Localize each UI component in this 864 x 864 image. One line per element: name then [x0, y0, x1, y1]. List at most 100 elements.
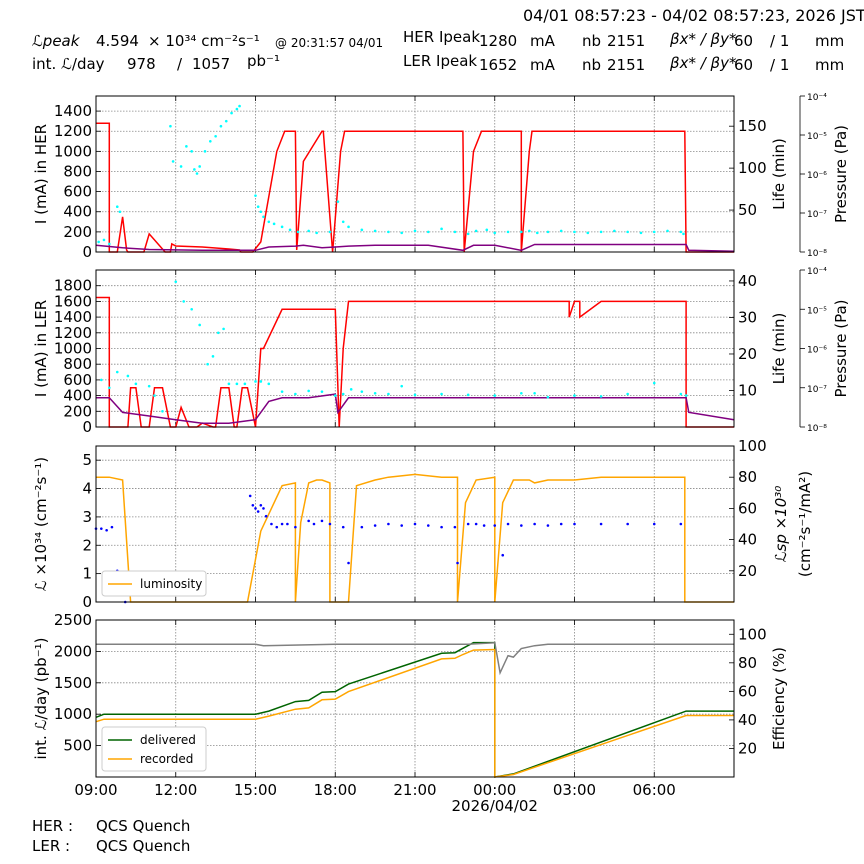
data-point-pressure	[174, 280, 178, 284]
data-point-pressure	[453, 230, 457, 234]
data-point-specific	[105, 528, 108, 532]
y2-tick-label: 20	[738, 345, 757, 363]
data-point-specific	[254, 507, 257, 510]
y-tick-label: 1200	[54, 324, 92, 342]
y-tick-label: 200	[63, 223, 92, 241]
data-point-pressure	[679, 392, 683, 396]
her-status-label: HER :	[32, 817, 74, 835]
data-point-pressure	[440, 227, 443, 231]
data-point-pressure	[102, 238, 106, 242]
data-point-pressure	[573, 230, 576, 234]
data-point-pressure	[387, 392, 390, 396]
data-point-pressure	[666, 229, 669, 233]
data-point-specific	[259, 503, 263, 507]
data-point-specific	[413, 522, 417, 526]
y2-tick-label: 150	[738, 117, 767, 135]
data-point-pressure	[235, 107, 239, 111]
series-line-life	[96, 393, 735, 425]
data-point-pressure	[190, 150, 193, 153]
data-point-specific	[559, 522, 563, 526]
int-lumi-label: int. ℒ/day	[32, 55, 105, 73]
x-tick-label: 12:00	[154, 781, 197, 799]
peak-lumi-time: @ 20:31:57 04/01	[275, 36, 384, 50]
data-point-pressure	[307, 229, 310, 233]
plot-frame	[95, 619, 735, 778]
data-point-specific	[599, 522, 603, 526]
data-point-pressure	[171, 160, 175, 163]
series-line-life	[95, 243, 735, 252]
data-point-pressure	[107, 386, 111, 390]
data-point-pressure	[190, 307, 193, 311]
data-point-pressure	[193, 168, 196, 171]
x-tick-label: 21:00	[393, 781, 436, 799]
data-point-pressure	[586, 231, 590, 235]
y-tick-label: 200	[63, 402, 92, 420]
pressure-tick-label: 10⁻⁷	[807, 210, 827, 220]
data-point-specific	[341, 525, 345, 529]
data-point-specific	[626, 522, 629, 526]
y2-axis-label: Life (min)	[770, 138, 788, 210]
data-point-pressure	[546, 230, 550, 234]
data-point-pressure	[373, 229, 377, 233]
pressure-tick-label: 10⁻⁸	[807, 424, 827, 434]
int-lumi-unit: pb⁻¹	[247, 52, 280, 70]
data-point-specific	[400, 524, 404, 527]
data-point-specific	[275, 525, 279, 529]
data-point-specific	[347, 561, 350, 565]
data-point-specific	[286, 522, 289, 526]
y-tick-label: 1000	[54, 705, 92, 723]
y-axis-label: I (mA) in LER	[32, 300, 50, 397]
data-point-specific	[520, 524, 523, 527]
her-beta-y: / 1	[770, 32, 790, 50]
x-date-label: 2026/04/02	[452, 797, 538, 815]
data-point-pressure	[288, 228, 292, 232]
data-point-pressure	[546, 395, 550, 399]
series-line-current	[96, 296, 734, 428]
data-point-pressure	[639, 231, 643, 235]
int-lumi-total: 1057	[192, 55, 231, 73]
plot-frame	[95, 95, 735, 253]
data-point-pressure	[222, 327, 225, 331]
her-peak-value: 1280	[479, 32, 518, 50]
y2-axis-label-unit: (cm⁻²s⁻¹/mA²)	[796, 471, 814, 577]
data-point-pressure	[118, 210, 122, 214]
pressure-tick-label: 10⁻⁷	[807, 385, 827, 395]
data-point-specific	[482, 524, 486, 527]
data-point-pressure	[684, 394, 688, 397]
data-point-pressure	[198, 323, 201, 327]
data-point-specific	[533, 522, 536, 526]
y2-tick-label: 50	[738, 201, 757, 219]
data-point-pressure	[533, 391, 536, 395]
data-point-specific	[360, 525, 364, 529]
data-point-pressure	[341, 392, 345, 396]
plot-frame	[95, 445, 735, 603]
data-point-specific	[264, 514, 268, 518]
data-point-pressure	[493, 394, 497, 397]
y2-tick-label: 20	[738, 562, 757, 580]
data-point-pressure	[214, 134, 217, 138]
data-point-pressure	[267, 220, 271, 224]
data-point-pressure	[336, 200, 340, 203]
her-beta-unit: mm	[815, 32, 845, 50]
data-point-pressure	[115, 370, 119, 374]
ler-status-label: LER :	[32, 837, 71, 855]
y-tick-label: 1600	[54, 292, 92, 310]
data-point-pressure	[333, 394, 337, 397]
data-point-specific	[493, 524, 497, 527]
data-point-pressure	[613, 229, 616, 233]
y2-tick-label: 60	[738, 682, 757, 700]
data-point-pressure	[97, 240, 100, 244]
data-point-pressure	[360, 390, 364, 393]
data-point-specific	[248, 494, 252, 498]
peak-lumi-label: ℒpeak	[32, 32, 80, 50]
her-status-value: QCS Quench	[96, 817, 191, 835]
y-tick-label: 400	[63, 203, 92, 221]
y2-tick-label: 80	[738, 654, 757, 672]
data-point-pressure	[254, 380, 257, 383]
data-point-pressure	[153, 394, 156, 397]
data-point-specific	[652, 522, 656, 526]
series-line-current	[96, 122, 734, 253]
y2-tick-label: 40	[738, 272, 757, 290]
peak-lumi-unit: × 10³⁴ cm⁻²s⁻¹	[148, 32, 260, 50]
